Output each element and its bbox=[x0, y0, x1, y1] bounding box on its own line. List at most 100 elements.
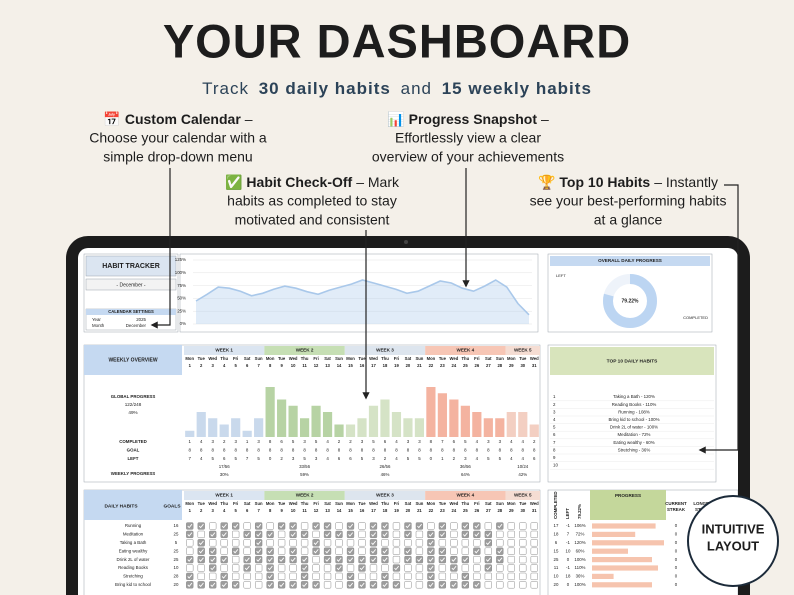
checkmark bbox=[382, 582, 388, 588]
checkbox bbox=[312, 581, 320, 589]
checkmark bbox=[256, 549, 262, 554]
checkbox bbox=[232, 539, 240, 547]
row-value: 5 bbox=[361, 456, 364, 461]
checkbox bbox=[289, 572, 297, 581]
habit-completed: 17 bbox=[554, 523, 559, 528]
checkmark bbox=[497, 549, 503, 554]
progress-header bbox=[590, 490, 666, 520]
y-tick-label: 100% bbox=[175, 270, 186, 275]
weekday: Sun bbox=[335, 501, 343, 506]
date: 13 bbox=[325, 363, 330, 368]
weekday: Sat bbox=[405, 501, 412, 506]
checkbox bbox=[473, 547, 481, 555]
checkmark bbox=[279, 523, 285, 529]
row-value: 5 bbox=[418, 456, 421, 461]
checkbox bbox=[209, 530, 217, 539]
checkmark bbox=[336, 565, 342, 571]
row-value: 4 bbox=[510, 439, 513, 444]
date: 1 bbox=[189, 508, 192, 513]
checkbox bbox=[243, 572, 251, 581]
checkmark bbox=[451, 565, 457, 571]
row-value: 7 bbox=[189, 456, 192, 461]
checkmark bbox=[463, 523, 468, 529]
checkmark bbox=[267, 532, 273, 537]
date: 31 bbox=[532, 508, 537, 513]
checkbox bbox=[438, 530, 447, 539]
checkbox bbox=[496, 547, 504, 555]
checkbox bbox=[289, 555, 297, 564]
checkbox bbox=[381, 547, 389, 555]
checkmark bbox=[187, 532, 193, 537]
checkmark bbox=[440, 532, 445, 537]
checkbox bbox=[519, 547, 527, 555]
area bbox=[196, 280, 529, 324]
row-value: 8 bbox=[361, 448, 364, 453]
day-bar bbox=[472, 412, 482, 437]
setting-label: Year bbox=[92, 317, 101, 322]
checkbox bbox=[507, 539, 515, 547]
arrow bbox=[150, 168, 171, 329]
weekday: Thu bbox=[301, 501, 309, 506]
habit-goal: 16 bbox=[174, 523, 179, 528]
week-label: WEEK 1 bbox=[215, 348, 233, 353]
checkmark bbox=[428, 549, 434, 554]
progress-bar bbox=[592, 531, 636, 537]
habit-pct: 120% bbox=[574, 540, 585, 545]
checkmark bbox=[221, 523, 227, 529]
checkbox bbox=[197, 547, 205, 555]
checkmark bbox=[371, 549, 377, 554]
checkbox bbox=[450, 547, 458, 555]
week-header bbox=[184, 491, 265, 500]
checkmark bbox=[428, 574, 434, 579]
checkbox bbox=[209, 572, 217, 581]
habit-streak: 0 bbox=[675, 557, 678, 562]
habit-name: Bring kid to school bbox=[115, 582, 151, 587]
checkbox bbox=[415, 547, 424, 555]
row-value: 8 bbox=[200, 448, 203, 453]
checkbox bbox=[243, 547, 251, 555]
top-habit: Taking a Bath - 120% bbox=[613, 394, 655, 399]
checkmark bbox=[267, 557, 273, 562]
habit-goal: 25 bbox=[174, 548, 179, 553]
checkbox bbox=[473, 530, 481, 539]
checkmark bbox=[371, 540, 377, 546]
checkbox bbox=[277, 547, 286, 555]
date: 15 bbox=[348, 363, 353, 368]
row-value: 6 bbox=[349, 456, 352, 461]
row-value: 6 bbox=[338, 456, 341, 461]
callout-line: Choose your calendar with a bbox=[89, 130, 267, 146]
checkbox bbox=[197, 555, 205, 564]
checkmark bbox=[198, 582, 204, 588]
week-header bbox=[425, 346, 506, 355]
date: 9 bbox=[280, 508, 283, 513]
habit-name: Drink 2L of water bbox=[116, 557, 150, 562]
checkbox bbox=[220, 547, 228, 555]
row-value: 5 bbox=[303, 456, 306, 461]
checkbox bbox=[346, 539, 355, 547]
weekday: Sat bbox=[485, 356, 492, 361]
checkmark bbox=[497, 523, 503, 529]
date: 16 bbox=[360, 508, 365, 513]
checkbox bbox=[427, 530, 435, 539]
checkbox bbox=[404, 564, 412, 572]
date: 27 bbox=[486, 508, 491, 513]
callout-line: overview of your achievements bbox=[372, 149, 564, 165]
row-value: 5 bbox=[211, 456, 214, 461]
habit-completed: 25 bbox=[554, 557, 559, 562]
title-cell bbox=[84, 490, 182, 520]
checkmark bbox=[463, 582, 468, 588]
checkbox bbox=[346, 522, 355, 530]
day-bar bbox=[518, 412, 528, 437]
callout-heading: 🏆 Top 10 Habits – Instantly bbox=[538, 174, 718, 191]
row-value: 2 bbox=[349, 439, 352, 444]
checkbox bbox=[438, 581, 447, 589]
checkbox bbox=[496, 530, 504, 539]
title-cell bbox=[550, 256, 710, 266]
checkmark bbox=[405, 549, 411, 554]
habit-name: Eating wealthy bbox=[119, 548, 148, 553]
checkmark bbox=[394, 565, 399, 571]
day-bar bbox=[368, 405, 379, 437]
title-cell bbox=[84, 345, 182, 375]
checkbox bbox=[530, 564, 538, 572]
